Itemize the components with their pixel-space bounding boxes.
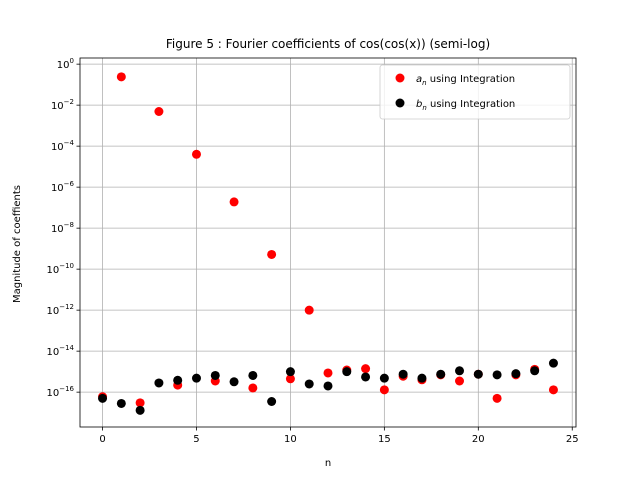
y-tick-label: 100 bbox=[57, 57, 74, 71]
x-tick-label: 25 bbox=[566, 434, 579, 445]
b-n-point bbox=[135, 405, 145, 415]
axis-ticks: 0 5 10 15 20 25 100 10−2 10−4 10−6 10−8 10−10 10−12 1… bbox=[46, 57, 578, 445]
b-n-point bbox=[511, 369, 521, 379]
y-tick-label: 10−10 bbox=[46, 262, 74, 276]
legend-box bbox=[379, 64, 571, 120]
x-axis-label: n bbox=[325, 458, 331, 469]
series-a-n bbox=[98, 72, 558, 408]
b-n-point bbox=[191, 373, 201, 383]
a-n-point bbox=[492, 393, 502, 403]
b-n-point bbox=[455, 366, 465, 376]
x-tick-label: 15 bbox=[378, 434, 391, 445]
y-tick-label: 10−2 bbox=[51, 98, 74, 112]
a-n-point bbox=[548, 385, 558, 395]
grid-lines bbox=[80, 58, 576, 427]
y-tick-label: 10−16 bbox=[46, 385, 74, 399]
a-n-point bbox=[191, 149, 201, 159]
legend-marker bbox=[395, 98, 405, 108]
b-n-point bbox=[379, 373, 389, 383]
y-tick-label: 10−14 bbox=[46, 344, 74, 358]
a-n-point bbox=[135, 398, 145, 408]
legend: an using Integration bn using Integration bbox=[379, 64, 571, 120]
x-tick-label: 0 bbox=[99, 434, 105, 445]
b-n-point bbox=[229, 377, 239, 387]
series-b-n bbox=[98, 358, 558, 415]
a-n-point bbox=[323, 368, 333, 378]
chart-title: Figure 5 : Fourier coefficients of cos(c… bbox=[166, 37, 490, 51]
b-n-point bbox=[98, 393, 108, 403]
y-axis-label: Magnitude of coeffients bbox=[12, 185, 23, 303]
y-tick-label: 10−6 bbox=[51, 180, 75, 194]
plot-frame bbox=[79, 57, 577, 428]
a-n-point bbox=[379, 385, 389, 395]
x-tick-label: 10 bbox=[284, 434, 297, 445]
b-n-point bbox=[530, 366, 540, 376]
b-n-point bbox=[248, 370, 258, 380]
b-n-point bbox=[210, 370, 220, 380]
y-tick-label: 10−12 bbox=[46, 303, 74, 317]
a-n-point bbox=[455, 376, 465, 386]
a-n-point bbox=[229, 197, 239, 207]
b-n-point bbox=[154, 378, 164, 388]
x-tick-label: 5 bbox=[193, 434, 199, 445]
b-n-point bbox=[323, 381, 333, 391]
b-n-point bbox=[473, 369, 483, 379]
b-n-point bbox=[361, 372, 371, 382]
b-n-point bbox=[398, 369, 408, 379]
a-n-point bbox=[267, 249, 277, 259]
a-n-point bbox=[304, 305, 314, 315]
b-n-point bbox=[173, 375, 183, 385]
b-n-point bbox=[116, 398, 126, 408]
b-n-point bbox=[285, 367, 295, 377]
data-points bbox=[98, 72, 558, 415]
b-n-point bbox=[436, 369, 446, 379]
b-n-point bbox=[342, 367, 352, 377]
y-tick-label: 10−8 bbox=[51, 221, 74, 235]
b-n-point bbox=[267, 396, 277, 406]
x-tick-label: 20 bbox=[472, 434, 485, 445]
a-n-point bbox=[361, 364, 371, 374]
a-n-point bbox=[154, 107, 164, 117]
a-n-point bbox=[285, 374, 295, 384]
legend-marker bbox=[395, 73, 405, 83]
legend-entry: bn using Integration bbox=[416, 99, 515, 112]
a-n-point bbox=[116, 72, 126, 82]
a-n-point bbox=[248, 383, 258, 393]
b-n-point bbox=[304, 379, 314, 389]
b-n-point bbox=[417, 373, 427, 383]
y-tick-label: 10−4 bbox=[51, 139, 75, 153]
b-n-point bbox=[492, 370, 502, 380]
b-n-point bbox=[548, 358, 558, 368]
legend-entry: an using Integration bbox=[416, 74, 515, 87]
